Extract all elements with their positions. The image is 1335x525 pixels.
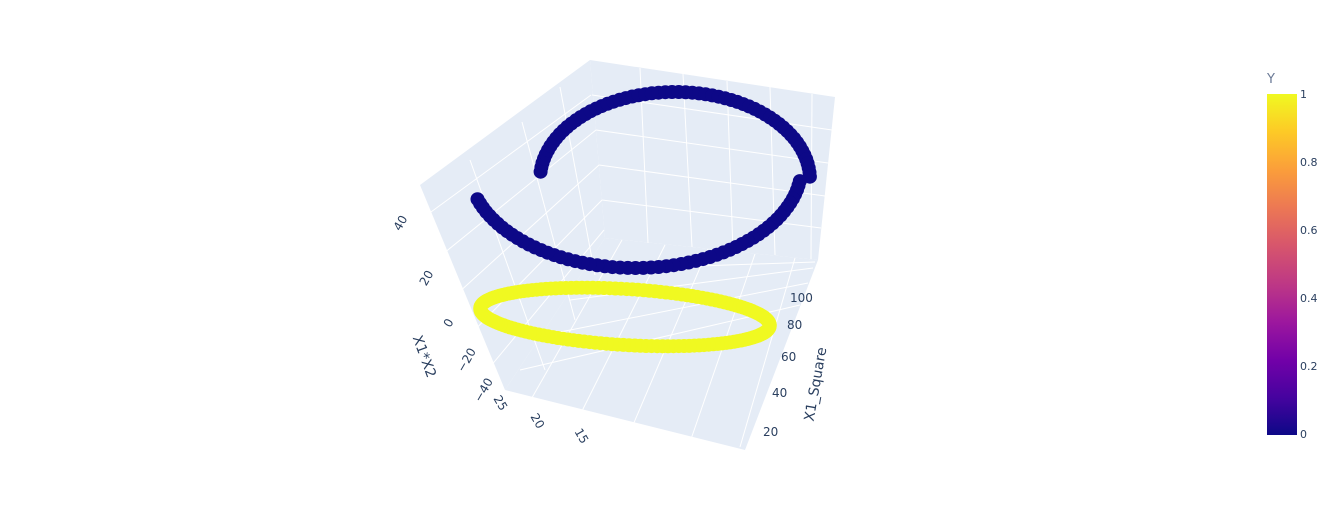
colorbar-title: Y — [1266, 72, 1275, 87]
z-tick-20: 20 — [417, 268, 437, 288]
colorbar-tick-0.2: 0.2 — [1300, 360, 1318, 373]
y-tick-20: 20 — [763, 425, 778, 439]
y-axis-ticks: 100 80 60 40 20 — [763, 291, 813, 439]
z-tick-0: 0 — [441, 316, 457, 330]
data-markers[interactable] — [470, 85, 817, 354]
y-tick-100: 100 — [790, 291, 813, 305]
y-axis-title: X1_Square — [802, 346, 831, 422]
y-tick-80: 80 — [787, 318, 802, 332]
scene-grid — [419, 67, 833, 448]
x-tick-20: 20 — [528, 411, 548, 431]
colorbar-tick-0.8: 0.8 — [1300, 156, 1318, 169]
colorbar-tick-1: 1 — [1300, 88, 1307, 101]
marker-class-1[interactable] — [762, 317, 777, 332]
colorbar-gradient — [1267, 94, 1297, 435]
colorbar-tick-0: 0 — [1300, 428, 1307, 441]
z-tick-40: 40 — [391, 213, 411, 233]
x-tick-15: 15 — [572, 426, 592, 446]
y-tick-40: 40 — [772, 386, 787, 400]
x-tick-25: 25 — [491, 393, 511, 413]
x-axis-ticks: 25 20 15 — [491, 393, 592, 446]
z-tick-neg20: −20 — [454, 346, 479, 375]
z-axis-title: X1*X2 — [409, 333, 439, 380]
y-tick-60: 60 — [781, 350, 796, 364]
marker-class-0[interactable] — [470, 192, 485, 207]
colorbar-tick-0.4: 0.4 — [1300, 292, 1318, 305]
colorbar: Y 1 0.8 0.6 0.4 0.2 0 — [1266, 72, 1318, 441]
colorbar-tick-0.6: 0.6 — [1300, 224, 1318, 237]
